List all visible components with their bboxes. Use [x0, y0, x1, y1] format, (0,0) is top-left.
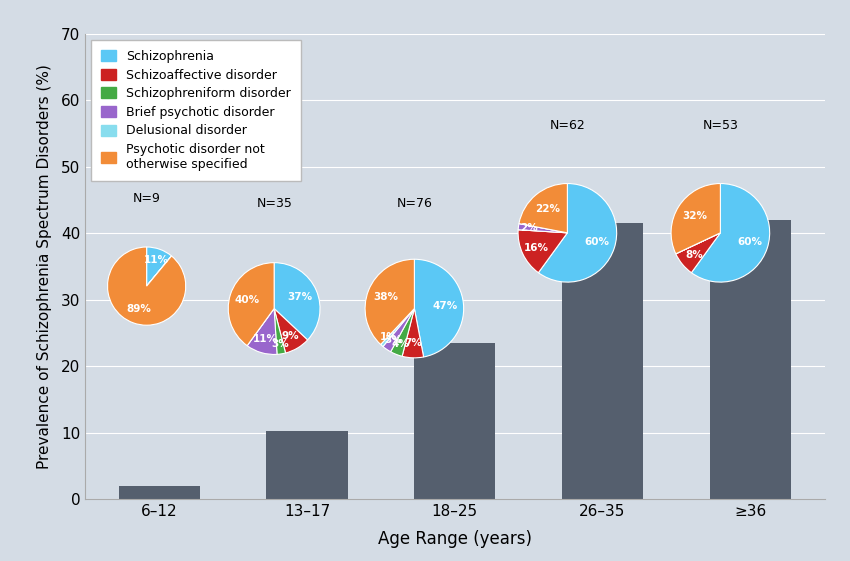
- Wedge shape: [247, 309, 274, 346]
- Wedge shape: [381, 309, 414, 347]
- Text: 7%: 7%: [405, 338, 422, 348]
- Wedge shape: [146, 256, 172, 286]
- Text: 47%: 47%: [432, 301, 457, 311]
- Wedge shape: [414, 259, 463, 357]
- Text: 3%: 3%: [271, 339, 289, 349]
- Wedge shape: [519, 224, 568, 233]
- X-axis label: Age Range (years): Age Range (years): [377, 530, 532, 548]
- Wedge shape: [538, 183, 616, 282]
- Wedge shape: [672, 183, 721, 254]
- Text: 22%: 22%: [536, 204, 560, 214]
- Wedge shape: [274, 309, 308, 353]
- Text: 9%: 9%: [281, 331, 299, 341]
- Text: 8%: 8%: [685, 250, 703, 260]
- Text: 16%: 16%: [524, 242, 548, 252]
- Text: 3%: 3%: [384, 335, 402, 346]
- Text: 40%: 40%: [235, 295, 259, 305]
- Text: 4%: 4%: [391, 339, 409, 350]
- Wedge shape: [391, 309, 414, 356]
- Text: 11%: 11%: [252, 334, 278, 344]
- Text: 32%: 32%: [682, 211, 707, 222]
- Wedge shape: [519, 183, 568, 233]
- Wedge shape: [676, 233, 720, 273]
- Text: 11%: 11%: [144, 255, 168, 265]
- Text: N=76: N=76: [397, 197, 433, 210]
- Wedge shape: [383, 309, 414, 352]
- Text: 2%: 2%: [520, 223, 538, 233]
- Bar: [710, 220, 791, 499]
- Legend: Schizophrenia, Schizoaffective disorder, Schizophreniform disorder, Brief psycho: Schizophrenia, Schizoaffective disorder,…: [91, 40, 301, 181]
- Wedge shape: [366, 259, 415, 344]
- Text: 1%: 1%: [380, 333, 398, 342]
- Wedge shape: [146, 256, 172, 286]
- Text: 38%: 38%: [373, 292, 399, 302]
- Wedge shape: [274, 309, 286, 355]
- Bar: [119, 486, 200, 499]
- Bar: [266, 431, 348, 499]
- Wedge shape: [108, 247, 185, 325]
- Text: 60%: 60%: [584, 237, 609, 247]
- Text: 89%: 89%: [126, 304, 150, 314]
- Wedge shape: [146, 256, 172, 286]
- Y-axis label: Prevalence of Schizophrenia Spectrum Disorders (%): Prevalence of Schizophrenia Spectrum Dis…: [37, 64, 53, 469]
- Text: 60%: 60%: [737, 237, 762, 247]
- Text: 37%: 37%: [287, 292, 313, 302]
- Wedge shape: [518, 229, 568, 273]
- Wedge shape: [146, 256, 172, 286]
- Wedge shape: [247, 309, 277, 355]
- Bar: [414, 343, 496, 499]
- Text: N=35: N=35: [257, 197, 292, 210]
- Wedge shape: [676, 233, 720, 254]
- Wedge shape: [518, 229, 568, 233]
- Text: N=53: N=53: [703, 119, 739, 132]
- Bar: [562, 223, 643, 499]
- Wedge shape: [274, 263, 320, 340]
- Wedge shape: [676, 233, 720, 254]
- Text: N=9: N=9: [133, 192, 161, 205]
- Wedge shape: [518, 224, 568, 233]
- Wedge shape: [229, 263, 275, 346]
- Wedge shape: [676, 233, 720, 254]
- Wedge shape: [146, 247, 172, 286]
- Wedge shape: [691, 183, 769, 282]
- Text: N=62: N=62: [550, 119, 586, 132]
- Wedge shape: [402, 309, 423, 358]
